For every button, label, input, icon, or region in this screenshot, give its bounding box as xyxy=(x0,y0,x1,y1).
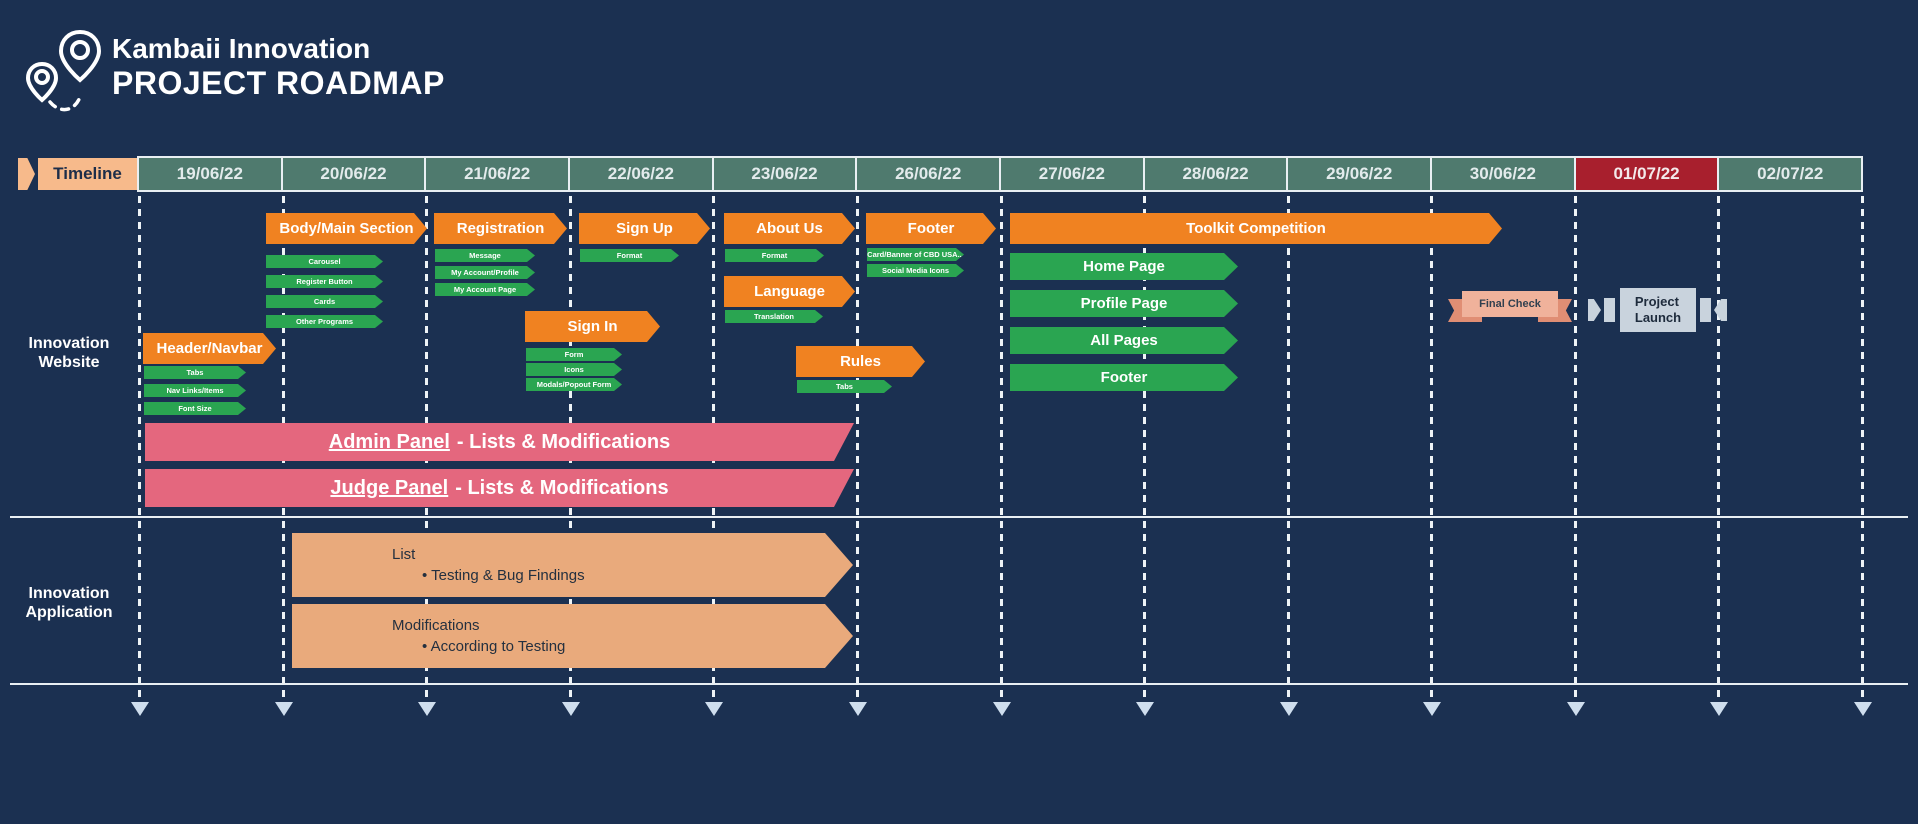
down-arrow-icon xyxy=(275,702,293,716)
page-bar-footer: Footer xyxy=(1010,364,1238,391)
application-bar-list-title: List xyxy=(392,546,416,563)
gridline xyxy=(1430,196,1433,702)
subtask-bar: Other Programs xyxy=(266,315,383,328)
panel-bar-admin: Admin Panel - Lists & Modifications xyxy=(145,423,854,461)
gridline xyxy=(1717,196,1720,702)
down-arrow-icon xyxy=(1136,702,1154,716)
timeline-chevron-icon xyxy=(18,158,35,190)
subtask-bar: Cards xyxy=(266,295,383,308)
page-bar-home-page: Home Page xyxy=(1010,253,1238,280)
date-cell: 19/06/22 xyxy=(139,158,281,190)
section-label-innovation-website: Innovation Website xyxy=(28,335,110,371)
down-arrow-icon xyxy=(1423,702,1441,716)
date-cell: 26/06/22 xyxy=(857,158,1000,190)
timeline-label: Timeline xyxy=(38,158,137,190)
panel-bar-judge-rest: - Lists & Modifications xyxy=(455,476,669,499)
subtask-bar: Tabs xyxy=(797,380,892,393)
down-arrow-icon xyxy=(1280,702,1298,716)
application-bar-modifications: Modifications • According to Testing xyxy=(292,604,853,668)
subtask-bar: Tabs xyxy=(144,366,246,379)
title-line2: PROJECT ROADMAP xyxy=(112,65,445,101)
subtask-bar: Message xyxy=(435,249,535,262)
down-arrow-icon xyxy=(1710,702,1728,716)
gridline xyxy=(1143,196,1146,702)
panel-bar-judge: Judge Panel - Lists & Modifications xyxy=(145,469,854,507)
application-bar-modifications-bullet: • According to Testing xyxy=(422,638,566,655)
project-launch-left-arrow-icon xyxy=(1588,299,1601,321)
timeline-header-row: 19/06/22 20/06/22 21/06/22 22/06/22 23/0… xyxy=(137,156,1863,192)
gridline xyxy=(1287,196,1290,702)
down-arrow-icon xyxy=(562,702,580,716)
section-label-innovation-application: Innovation Application xyxy=(25,585,113,621)
date-cell: 21/06/22 xyxy=(426,158,569,190)
project-launch-left-bar xyxy=(1604,298,1615,322)
down-arrow-icon xyxy=(1567,702,1585,716)
subtask-bar: Social Media Icons xyxy=(867,264,964,277)
subtask-bar: My Account/Profile xyxy=(435,266,535,279)
application-bar-list: List • Testing & Bug Findings xyxy=(292,533,853,597)
subtask-bar: Format xyxy=(580,249,679,262)
gridline xyxy=(1861,196,1864,702)
subtask-bar: Icons xyxy=(526,363,622,376)
page-bar-all-pages: All Pages xyxy=(1010,327,1238,354)
down-arrow-icon xyxy=(1854,702,1872,716)
date-cell-highlighted: 01/07/22 xyxy=(1575,158,1718,190)
subtask-bar: My Account Page xyxy=(435,283,535,296)
gridline xyxy=(1574,196,1577,702)
panel-bar-judge-lead: Judge Panel xyxy=(330,476,449,499)
gridline xyxy=(138,196,141,702)
milestone-final-check: Final Check xyxy=(1462,291,1558,317)
task-bar-toolkit-competition: Toolkit Competition xyxy=(1010,213,1502,244)
down-arrow-icon xyxy=(993,702,1011,716)
subtask-bar: Format xyxy=(725,249,824,262)
subtask-bar: Form xyxy=(526,348,622,361)
date-cell: 22/06/22 xyxy=(570,158,712,190)
date-cell: 27/06/22 xyxy=(1001,158,1143,190)
task-bar-registration: Registration xyxy=(434,213,567,244)
task-bar-sign-up: Sign Up xyxy=(579,213,710,244)
page-title: Kambaii Innovation PROJECT ROADMAP xyxy=(112,33,445,101)
page-bar-profile-page: Profile Page xyxy=(1010,290,1238,317)
task-bar-footer: Footer xyxy=(866,213,996,244)
task-bar-header-navbar: Header/Navbar xyxy=(143,333,276,364)
subtask-bar: Font Size xyxy=(144,402,246,415)
date-cell: 20/06/22 xyxy=(282,158,425,190)
subtask-bar: Translation xyxy=(725,310,823,323)
milestone-project-launch: Project Launch xyxy=(1620,288,1696,332)
subtask-bar: Modals/Popout Form xyxy=(526,378,622,391)
task-bar-language: Language xyxy=(724,276,855,307)
down-arrow-icon xyxy=(418,702,436,716)
panel-bar-admin-rest: - Lists & Modifications xyxy=(456,430,671,453)
section-divider xyxy=(10,516,1908,518)
gridline xyxy=(1000,196,1003,702)
map-pins-route-icon xyxy=(26,29,102,112)
task-bar-rules: Rules xyxy=(796,346,925,377)
date-cell: 30/06/22 xyxy=(1432,158,1574,190)
project-launch-right-bar xyxy=(1700,298,1711,322)
down-arrow-icon xyxy=(705,702,723,716)
application-bar-modifications-title: Modifications xyxy=(392,617,480,634)
task-bar-body-main-section: Body/Main Section xyxy=(266,213,427,244)
subtask-bar: Nav Links/Items xyxy=(144,384,246,397)
down-arrow-icon xyxy=(849,702,867,716)
date-cell: 23/06/22 xyxy=(713,158,856,190)
down-arrow-icon xyxy=(131,702,149,716)
subtask-bar: Card/Banner of CBD USA... xyxy=(867,250,964,259)
date-cell: 29/06/22 xyxy=(1288,158,1431,190)
task-bar-about-us: About Us xyxy=(724,213,855,244)
project-launch-right-arrow-icon xyxy=(1714,299,1727,321)
panel-bar-admin-lead: Admin Panel xyxy=(328,430,450,453)
application-bar-list-bullet: • Testing & Bug Findings xyxy=(422,567,585,584)
task-bar-sign-in: Sign In xyxy=(525,311,660,342)
subtask-bar: Register Button xyxy=(266,275,383,288)
gridline xyxy=(856,196,859,702)
date-cell: 02/07/22 xyxy=(1719,158,1862,190)
bottom-axis-line xyxy=(10,683,1908,685)
date-cell: 28/06/22 xyxy=(1144,158,1287,190)
title-line1: Kambaii Innovation xyxy=(112,33,371,64)
subtask-bar: Carousel xyxy=(266,255,383,268)
